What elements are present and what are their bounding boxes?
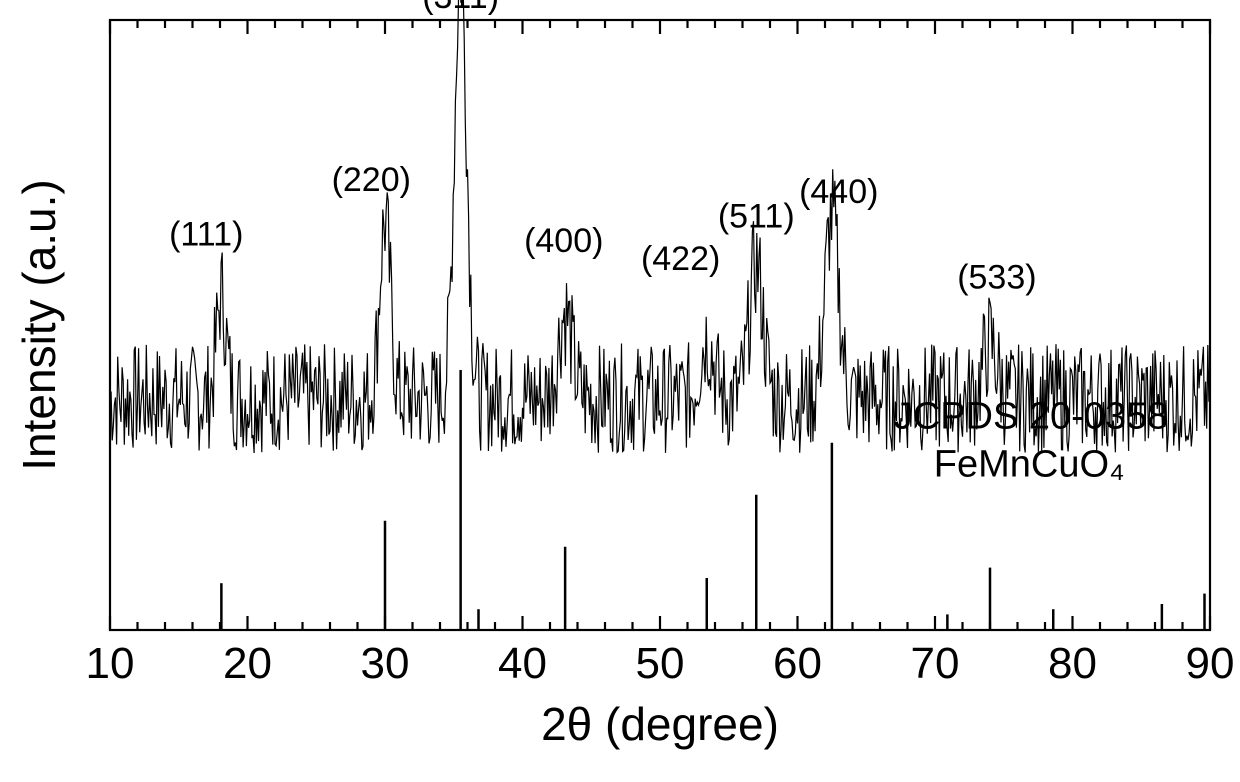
x-tick-label: 30	[361, 639, 410, 688]
annotation-line2: FeMnCuO₄	[934, 444, 1125, 486]
peak-label: (400)	[524, 222, 603, 260]
y-axis-label: Intensity (a.u.)	[13, 179, 65, 470]
x-axis-label: 2θ (degree)	[541, 698, 779, 750]
peak-label: (111)	[169, 216, 243, 254]
peak-label: (311)	[422, 0, 499, 16]
x-tick-label: 90	[1186, 639, 1235, 688]
x-tick-label: 50	[636, 639, 685, 688]
x-tick-label: 70	[911, 639, 960, 688]
annotation-line1: JCPDS 20-0358	[894, 396, 1169, 438]
x-tick-label: 80	[1048, 639, 1097, 688]
peak-label: (440)	[799, 173, 878, 211]
peak-label: (422)	[641, 240, 720, 278]
x-tick-label: 40	[498, 639, 547, 688]
x-tick-label: 20	[223, 639, 272, 688]
peak-label: (220)	[332, 161, 411, 199]
peak-label: (511)	[718, 197, 795, 235]
xrd-chart: 10 20 30 40 50 60 70 80 90 2θ (degree) Intensity (…	[0, 0, 1240, 782]
xrd-svg: 10 20 30 40 50 60 70 80 90 2θ (degree) Intensity (…	[0, 0, 1240, 782]
peak-label: (533)	[957, 258, 1036, 296]
x-tick-label: 60	[773, 639, 822, 688]
x-tick-label: 10	[86, 639, 135, 688]
